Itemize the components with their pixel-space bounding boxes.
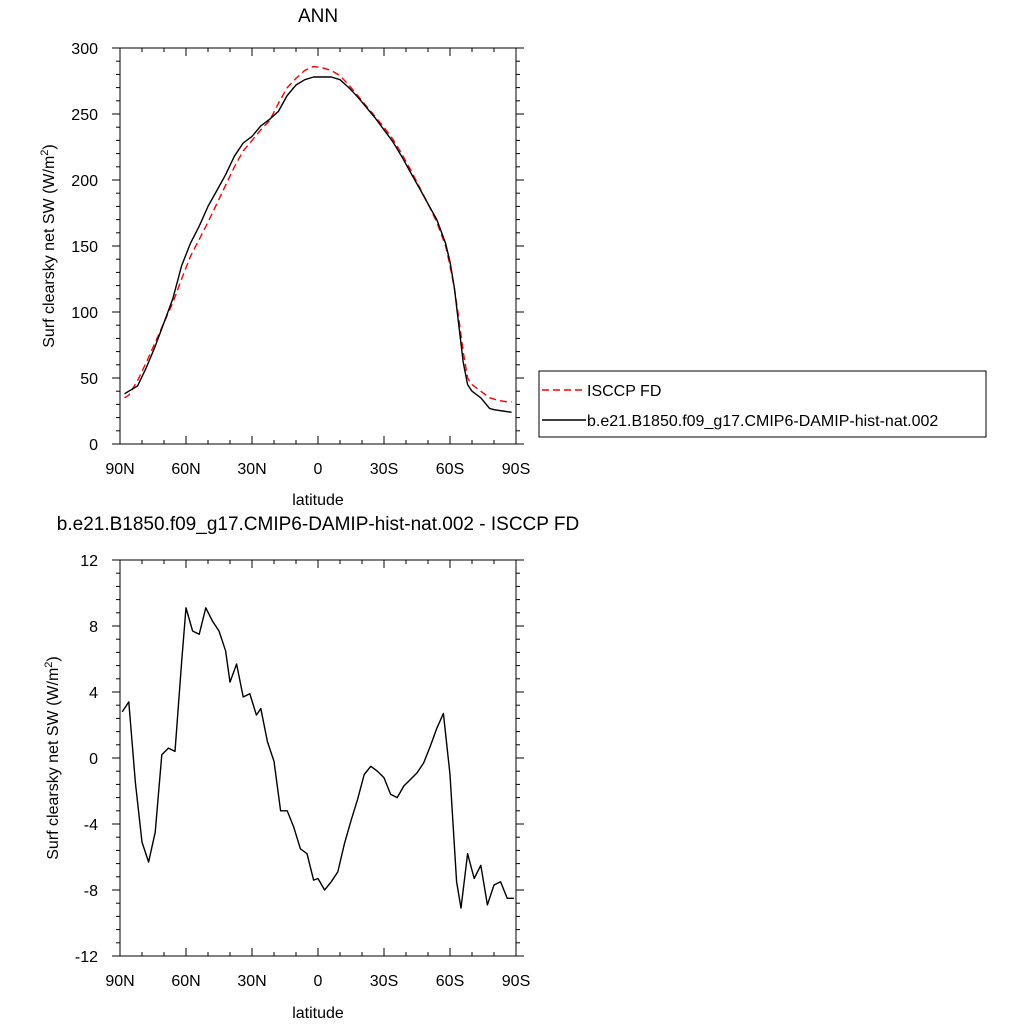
y-tick-label: 300	[71, 41, 98, 58]
x-tick-label: 30N	[237, 461, 266, 478]
y-tick-label: 250	[71, 107, 98, 124]
x-tick-label: 30S	[370, 461, 398, 478]
y-axis-label: Surf clearsky net SW (W/m2)	[39, 144, 58, 347]
legend-box	[538, 370, 987, 438]
y-tick-label: 8	[89, 619, 98, 636]
x-tick-label: 30S	[370, 973, 398, 990]
x-tick-label: 90S	[502, 461, 530, 478]
x-tick-label: 0	[314, 461, 323, 478]
y-tick-label: 0	[89, 751, 98, 768]
y-tick-label: 50	[80, 371, 98, 388]
y-tick-label: -4	[84, 817, 98, 834]
series-line-1	[124, 65, 512, 403]
y-tick-label: -8	[84, 883, 98, 900]
series-line-1	[121, 607, 514, 909]
legend-label: ISCCP FD	[587, 383, 661, 400]
x-tick-label: 90N	[105, 461, 134, 478]
x-axis-label: latitude	[292, 1005, 344, 1022]
y-tick-label: 12	[80, 553, 98, 570]
plot-frame	[119, 559, 517, 957]
x-tick-label: 30N	[237, 973, 266, 990]
x-tick-label: 90N	[105, 973, 134, 990]
legend: ISCCP FD b.e21.B1850.f09_g17.CMIP6-DAMIP-…	[538, 370, 987, 438]
legend-label: b.e21.B1850.f09_g17.CMIP6-DAMIP-hist-nat…	[587, 413, 938, 430]
chart-title: b.e21.B1850.f09_g17.CMIP6-DAMIP-hist-nat…	[57, 514, 579, 535]
y-tick-label: 150	[71, 239, 98, 256]
y-tick-label: 100	[71, 305, 98, 322]
chart-panel-2: b.e21.B1850.f09_g17.CMIP6-DAMIP-hist-nat…	[43, 514, 579, 1022]
series-line-2	[124, 76, 512, 413]
chart-panel-1: ANN 90N 60N 30N 0 30S 60S 90S 0 50 100 150 200 250 300…	[39, 6, 987, 509]
x-tick-label: 60S	[436, 461, 464, 478]
chart-title: ANN	[298, 6, 338, 27]
y-tick-label: 0	[89, 437, 98, 454]
y-tick-label: -12	[75, 949, 98, 966]
plot-frame	[119, 47, 517, 445]
x-tick-label: 90S	[502, 973, 530, 990]
x-tick-label: 60S	[436, 973, 464, 990]
y-axis-label: Surf clearsky net SW (W/m2)	[43, 656, 62, 859]
x-tick-label: 60N	[171, 973, 200, 990]
y-tick-label: 4	[89, 685, 98, 702]
x-axis-label: latitude	[292, 492, 344, 509]
x-tick-label: 0	[314, 973, 323, 990]
x-tick-label: 60N	[171, 461, 200, 478]
y-tick-label: 200	[71, 173, 98, 190]
